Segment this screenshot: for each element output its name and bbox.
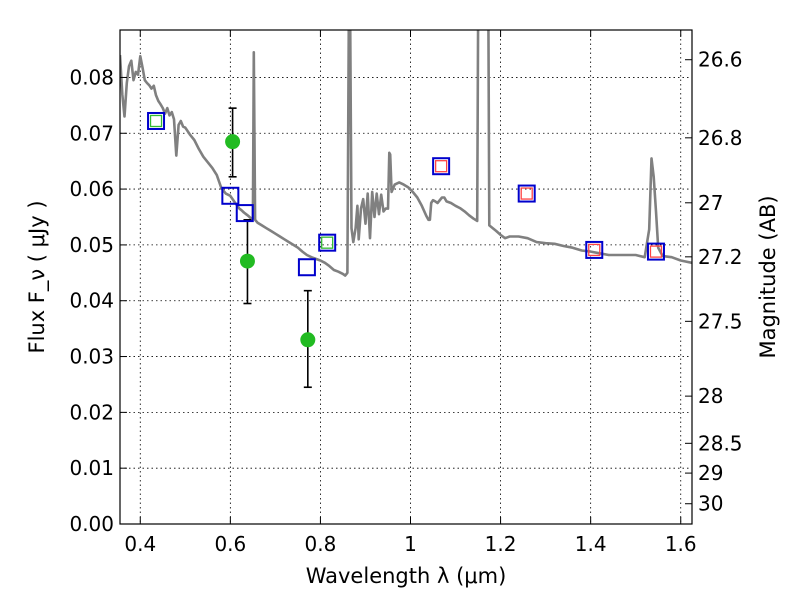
observed-point <box>225 134 241 150</box>
x-tick-label: 0.6 <box>214 532 246 556</box>
y-right-tick-label: 27.5 <box>698 309 743 333</box>
x-tick-label: 1.4 <box>575 532 607 556</box>
model-band-square <box>434 160 448 173</box>
y-tick-label: 0.07 <box>69 121 114 145</box>
y-tick-label: 0.06 <box>69 177 114 201</box>
y-axis-right-label: Magnitude (AB) <box>756 195 780 358</box>
x-tick-label: 1 <box>404 532 417 556</box>
y-right-tick-label: 26.6 <box>698 48 743 72</box>
y-right-tick-label: 26.8 <box>698 126 743 150</box>
model-bandpass-square <box>585 240 604 259</box>
x-tick-label: 0.8 <box>305 532 337 556</box>
model-spectrum <box>120 30 692 277</box>
y-tick-label: 0.03 <box>69 345 114 369</box>
y-right-tick-label: 29 <box>698 461 723 485</box>
model-bandpass-square <box>297 258 316 277</box>
model-band-square <box>588 243 601 257</box>
y-axis-label: Flux F_ν ( μJy ) <box>25 200 50 353</box>
observed-point <box>239 253 255 269</box>
plot-frame <box>119 29 693 525</box>
spectrum-line <box>120 30 692 277</box>
y-tick-label: 0.01 <box>69 456 114 480</box>
y-tick-label: 0.04 <box>69 289 114 313</box>
y-right-tick-label: 28 <box>698 384 723 408</box>
model-bandpass-square <box>517 184 536 203</box>
y-right-tick-label: 27 <box>698 191 723 215</box>
y-right-tick-label: 28.5 <box>698 431 743 455</box>
grid <box>120 30 692 525</box>
y-tick-label: 0.05 <box>69 233 114 257</box>
y-right-tick-label: 30 <box>698 492 723 516</box>
model-bandpass-square <box>432 157 451 176</box>
model-bandpass-square <box>221 186 240 205</box>
y-tick-label: 0.02 <box>69 400 114 424</box>
model-band-square <box>321 236 334 249</box>
y-tick-label: 0.00 <box>69 512 114 536</box>
x-tick-label: 1.6 <box>665 532 697 556</box>
x-axis-label: Wavelength λ (μm) <box>306 564 507 588</box>
model-bandpass-square <box>147 111 166 130</box>
axes: 0.4 0.6 0.8 1 1.2 1.4 1.6 0.00 0.01 0.02 0.03 0.04 0… <box>69 30 743 556</box>
model-band-square <box>520 187 533 200</box>
x-tick-label: 1.2 <box>485 532 517 556</box>
y-tick-label: 0.08 <box>69 65 114 89</box>
model-bandpass-square <box>318 233 337 252</box>
x-tick-label: 0.4 <box>124 532 156 556</box>
observed-point <box>300 332 316 348</box>
model-bandpass-square <box>235 204 254 223</box>
model-band-square <box>649 245 663 258</box>
model-band-square <box>149 114 163 128</box>
y-right-tick-label: 27.2 <box>698 245 743 269</box>
model-bandpass-square <box>646 242 665 261</box>
markers <box>147 107 665 389</box>
